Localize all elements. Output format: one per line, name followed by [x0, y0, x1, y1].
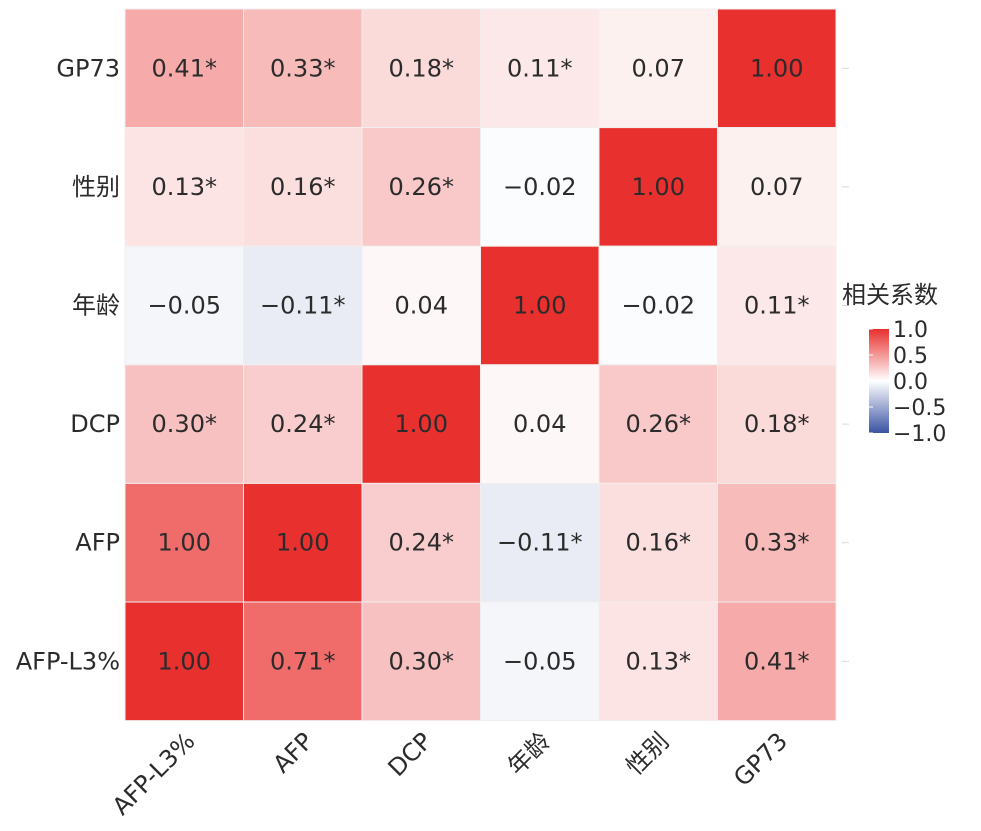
heatmap-cell: [243, 364, 363, 484]
cell-value-label: 1.00: [158, 529, 211, 557]
cell-value-label: 1.00: [632, 173, 685, 201]
heatmap-cell: [598, 364, 718, 484]
cell-value-label: 0.24*: [389, 529, 454, 557]
y-tick-label-afp: AFP: [75, 529, 120, 557]
heatmap-cell: [598, 245, 718, 366]
heatmap-cell: [480, 601, 600, 722]
heatmap-cell: [124, 8, 244, 129]
heatmap-cell: [717, 245, 837, 366]
cell-value-label: 0.18*: [744, 410, 809, 438]
heatmap-cell: [480, 364, 600, 484]
heatmap-cell: [124, 245, 244, 366]
y-tick-label-性别: 性别: [72, 173, 120, 201]
cell-value-label: −0.02: [621, 292, 695, 320]
cell-value-label: −0.11*: [260, 292, 346, 320]
heatmap-cell: [717, 601, 837, 722]
cell-value-label: 0.26*: [389, 173, 454, 201]
cell-value-label: 0.41*: [744, 647, 809, 675]
y-tick-label-dcp: DCP: [70, 410, 120, 438]
cell-value-label: 0.71*: [270, 647, 335, 675]
cell-value-label: 0.26*: [626, 410, 691, 438]
cell-value-label: −0.05: [503, 647, 577, 675]
colorbar-tick-label: −0.5: [893, 396, 946, 421]
heatmap-cell: [361, 245, 481, 366]
cell-value-label: 0.16*: [626, 529, 691, 557]
colorbar-tick-label: 0.5: [893, 344, 928, 369]
heatmap-cell: [361, 8, 481, 129]
heatmap-cell: [717, 364, 837, 484]
colorbar-title: 相关系数: [842, 281, 938, 309]
x-tick-label-性别: 性别: [621, 727, 675, 781]
colorbar-ticks: 1.00.50.0−0.5−1.0: [869, 318, 946, 447]
heatmap-cell: [480, 245, 600, 366]
x-tick-label-年龄: 年龄: [502, 727, 556, 781]
heatmap-cell: [361, 364, 481, 484]
heatmap-cells: 0.41* 0.33* 0.18* 0.11* 0.07 1.00 0.13* 0.16* 0.…: [124, 8, 849, 722]
cell-value-label: 0.04: [395, 292, 448, 320]
cell-value-label: −0.11*: [497, 529, 583, 557]
cell-value-label: −0.02: [503, 173, 577, 201]
colorbar-tick-label: 1.0: [893, 318, 928, 343]
cell-value-label: 0.24*: [270, 410, 335, 438]
cell-value-label: 0.33*: [744, 529, 809, 557]
cell-value-label: 0.41*: [152, 54, 217, 82]
cell-value-label: 1.00: [158, 647, 211, 675]
heatmap-cell: [361, 482, 481, 603]
colorbar-tick-label: 0.0: [893, 370, 928, 395]
cell-value-label: 1.00: [750, 54, 803, 82]
x-tick-label-afp: AFP: [268, 727, 319, 778]
y-tick-label-gp73: GP73: [56, 54, 120, 82]
heatmap-cell: [717, 8, 837, 129]
x-axis-ticks: AFP-L3% AFP DCP 年龄 性别 GP73: [107, 727, 793, 821]
cell-value-label: 0.07: [632, 54, 685, 82]
heatmap-cell: [243, 8, 363, 129]
heatmap-cell: [243, 127, 363, 247]
cell-value-label: 0.30*: [152, 410, 217, 438]
cell-value-label: 1.00: [513, 292, 566, 320]
cell-value-label: 0.13*: [626, 647, 691, 675]
heatmap-cell: [598, 8, 718, 129]
y-tick-label-afp-l3: AFP-L3%: [16, 647, 120, 675]
heatmap-cell: [480, 127, 600, 247]
heatmap-cell: [124, 482, 244, 603]
cell-value-label: 1.00: [395, 410, 448, 438]
heatmap-cell: [124, 601, 244, 722]
heatmap-cell: [480, 482, 600, 603]
heatmap-cell: [243, 245, 363, 366]
heatmap-cell: [598, 482, 718, 603]
cell-value-label: 1.00: [276, 529, 329, 557]
colorbar-tick-label: −1.0: [893, 422, 946, 447]
cell-value-label: 0.04: [513, 410, 566, 438]
cell-value-label: 0.13*: [152, 173, 217, 201]
cell-value-label: 0.16*: [270, 173, 335, 201]
x-tick-label-afp-l3: AFP-L3%: [107, 727, 201, 821]
heatmap-cell: [480, 8, 600, 129]
x-tick-label-gp73: GP73: [728, 727, 793, 792]
heatmap-cell: [124, 364, 244, 484]
cell-value-label: 0.30*: [389, 647, 454, 675]
colorbar-legend: 相关系数 1.00.50.0−0.5−1.0: [842, 281, 946, 447]
cell-value-label: 0.33*: [270, 54, 335, 82]
colorbar-gradient: [869, 329, 889, 433]
cell-value-label: 0.07: [750, 173, 803, 201]
cell-value-label: 0.18*: [389, 54, 454, 82]
cell-value-label: −0.05: [147, 292, 221, 320]
heatmap-cell: [598, 601, 718, 722]
cell-value-label: 0.11*: [744, 292, 809, 320]
cell-value-label: 0.11*: [507, 54, 572, 82]
x-tick-label-dcp: DCP: [383, 727, 438, 782]
y-tick-label-年龄: 年龄: [72, 292, 120, 320]
heatmap-cell: [717, 127, 837, 247]
heatmap-cell: [717, 482, 837, 603]
